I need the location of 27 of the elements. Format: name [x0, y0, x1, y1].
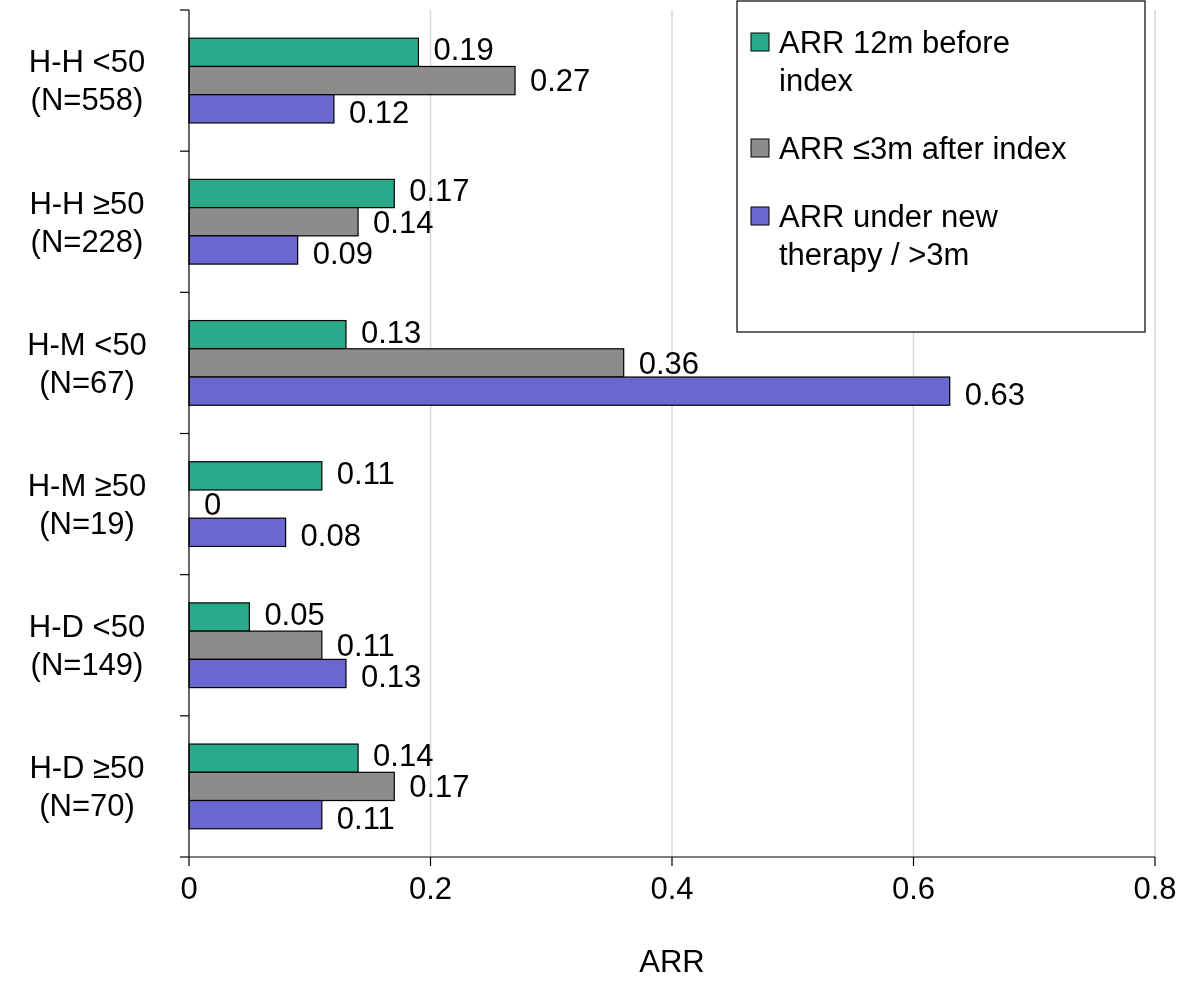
data-label: 0.13 — [360, 314, 422, 350]
x-tick-label: 0.2 — [408, 871, 453, 906]
x-tick-label: 0.8 — [1133, 871, 1177, 906]
data-label: 0.08 — [300, 518, 361, 554]
x-axis-title: ARR — [639, 944, 705, 979]
legend-label: ARR under new therapy / >3m — [779, 198, 999, 272]
x-tick-label: 0.6 — [891, 871, 936, 906]
data-label: 0.36 — [638, 345, 700, 381]
data-label: 0.11 — [336, 800, 395, 836]
y-tick-label: H-M <50 (N=67) — [27, 326, 147, 400]
data-label: 0.12 — [348, 94, 410, 130]
data-label: 0.27 — [530, 63, 591, 99]
x-tick-label: 0.4 — [650, 871, 694, 906]
y-tick-label: H-H ≥50 (N=228) — [29, 185, 145, 259]
data-label: 0.11 — [336, 455, 395, 491]
y-tick-label: H-D <50 (N=149) — [28, 609, 146, 683]
data-label: 0.63 — [964, 377, 1026, 412]
x-tick-label: 0 — [180, 871, 198, 906]
data-label: 0.19 — [433, 32, 494, 68]
y-tick-label: H-D ≥50 (N=70) — [29, 750, 145, 824]
legend-label: ARR ≤3m after index — [779, 130, 1068, 166]
legend-label: ARR 12m before index — [779, 24, 1010, 98]
data-label: 0.09 — [312, 235, 374, 271]
data-label: 0.05 — [264, 596, 325, 632]
y-tick-label: H-M ≥50 (N=19) — [27, 467, 147, 541]
y-tick-label: H-H <50 (N=558) — [28, 44, 146, 118]
data-label: 0 — [204, 486, 222, 522]
